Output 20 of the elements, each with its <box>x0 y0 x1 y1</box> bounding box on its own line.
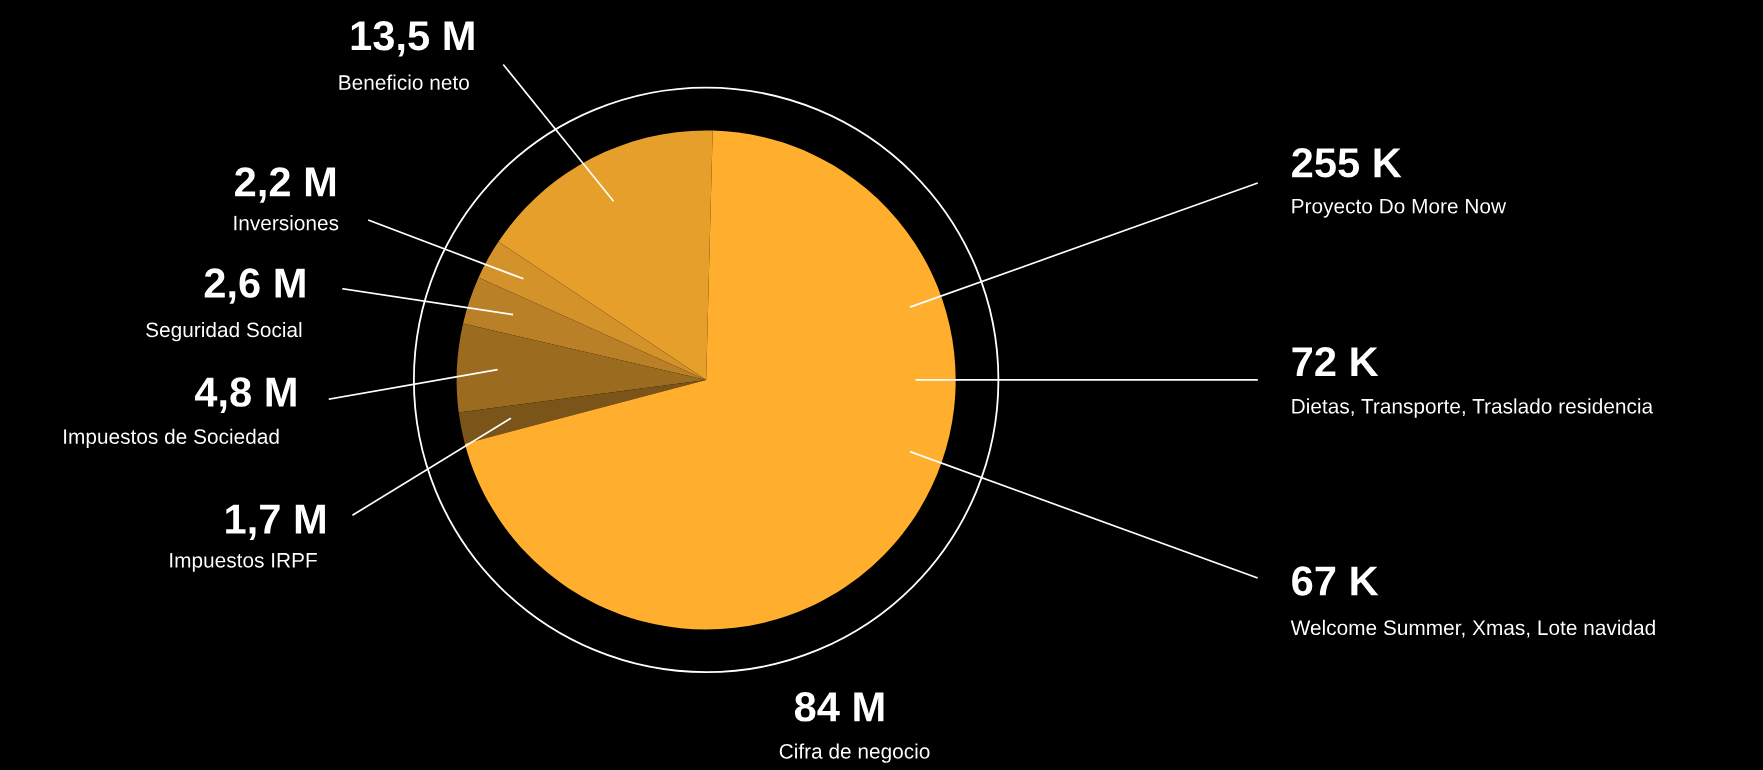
text: 255 K Proyecto Do More Now <box>1292 148 1507 218</box>
slice-label: Seguridad Social <box>146 321 302 342</box>
data-label: 1,7 M <box>226 504 325 540</box>
slice-label: Beneficio neto <box>339 74 469 90</box>
data-label: 2,6 M <box>204 268 305 304</box>
text: 72 K Dietas, Transporte, Traslado residencia <box>1292 347 1654 418</box>
pie-slice <box>464 130 956 630</box>
data-label: 13,5 M <box>351 21 474 57</box>
pie-slice <box>458 379 707 444</box>
data-label: 4,8 M <box>194 377 296 413</box>
text: 84 M Cifra de negocio <box>779 692 930 763</box>
pie-slice <box>478 241 707 380</box>
pie-slice <box>456 323 707 413</box>
pie-slice <box>463 277 707 380</box>
slice-label: Impuestos de Sociedad <box>64 428 279 449</box>
slice-label: Impuestos IRPF <box>170 553 317 572</box>
data-label: 2,2 M <box>235 167 336 203</box>
text: 67 K Welcome Summer, Xmas, Lote navidad <box>1290 566 1655 638</box>
slice-label: Inversiones <box>234 215 339 231</box>
pie-slice <box>498 130 713 380</box>
